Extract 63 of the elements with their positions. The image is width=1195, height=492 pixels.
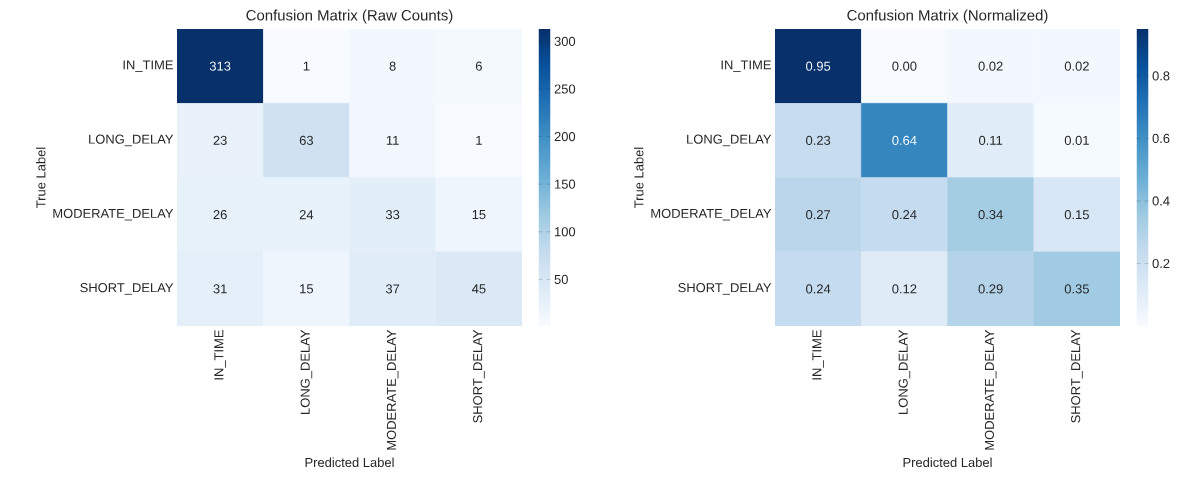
x-axis-title: Predicted Label: [903, 457, 992, 468]
data-label: 0.34: [978, 210, 1003, 220]
color-bar-label: 50: [554, 274, 568, 284]
data-label: 0.02: [978, 61, 1003, 71]
color-bar-label: 0.6: [1152, 133, 1170, 143]
data-label: 0.24: [806, 284, 831, 294]
y-tick-label: IN_TIME: [721, 60, 771, 72]
x-tick-label: SHORT_DELAY: [473, 329, 485, 423]
data-label: 33: [385, 210, 400, 220]
data-label: 0.12: [892, 284, 917, 294]
data-label: 0.35: [1064, 284, 1089, 294]
data-label: 8: [389, 61, 396, 71]
y-tick-label: MODERATE_DELAY: [53, 208, 174, 221]
x-tick-label: MODERATE_DELAY: [984, 329, 997, 450]
data-label: 0.64: [892, 135, 917, 145]
data-label: 0.27: [806, 210, 831, 220]
color-bar-label: 250: [554, 84, 576, 94]
x-tick-label: IN_TIME: [812, 330, 824, 380]
color-bar-label: 150: [555, 179, 576, 189]
y-tick-label: SHORT_DELAY: [80, 283, 174, 295]
data-label: 45: [471, 284, 486, 294]
color-bar-label: 0.8: [1152, 71, 1170, 81]
data-label: 37: [385, 284, 400, 294]
data-label: 15: [300, 284, 314, 294]
data-label: 0.23: [806, 135, 831, 145]
color-bar-label: 100: [555, 227, 576, 237]
data-label: 6: [475, 61, 482, 71]
chart-title: Confusion Matrix (Normalized): [847, 9, 1048, 24]
data-label: 0.11: [979, 135, 1003, 145]
y-axis-title: True Label: [633, 147, 644, 208]
data-label: 24: [299, 210, 314, 220]
y-axis-title: True Label: [35, 147, 46, 208]
x-tick-label: MODERATE_DELAY: [386, 329, 399, 450]
color-bar-label: 0.2: [1152, 258, 1170, 269]
data-label: 0.29: [978, 284, 1003, 294]
data-label: 11: [386, 135, 399, 145]
data-label: 0.24: [892, 210, 917, 220]
x-tick-label: LONG_DELAY: [300, 329, 313, 414]
chart-title: Confusion Matrix (Raw Counts): [246, 9, 453, 24]
data-label: 15: [472, 210, 486, 220]
x-tick-label: IN_TIME: [214, 330, 226, 380]
x-tick-label: SHORT_DELAY: [1071, 329, 1083, 423]
data-label: 1: [476, 135, 482, 145]
data-label: 26: [213, 210, 227, 220]
y-tick-label: MODERATE_DELAY: [651, 208, 772, 221]
data-label: 1: [303, 61, 310, 71]
data-label: 0.95: [806, 61, 831, 71]
data-label: 31: [213, 284, 227, 294]
color-bar-label: 300: [554, 36, 576, 46]
y-tick-label: SHORT_DELAY: [678, 283, 772, 295]
color-bar-label: 0.4: [1152, 196, 1170, 206]
x-tick-label: LONG_DELAY: [898, 329, 911, 414]
data-label: 0.15: [1064, 210, 1089, 220]
y-tick-label: IN_TIME: [123, 60, 173, 72]
y-tick-label: LONG_DELAY: [89, 134, 174, 147]
x-axis-title: Predicted Label: [305, 457, 394, 468]
data-label: 0.00: [892, 61, 917, 71]
y-tick-label: LONG_DELAY: [687, 134, 772, 147]
data-label: 0.01: [1064, 135, 1089, 145]
data-label: 63: [299, 135, 314, 145]
color-bar-label: 200: [554, 131, 576, 142]
data-label: 0.02: [1064, 61, 1089, 71]
data-label: 313: [209, 61, 231, 71]
